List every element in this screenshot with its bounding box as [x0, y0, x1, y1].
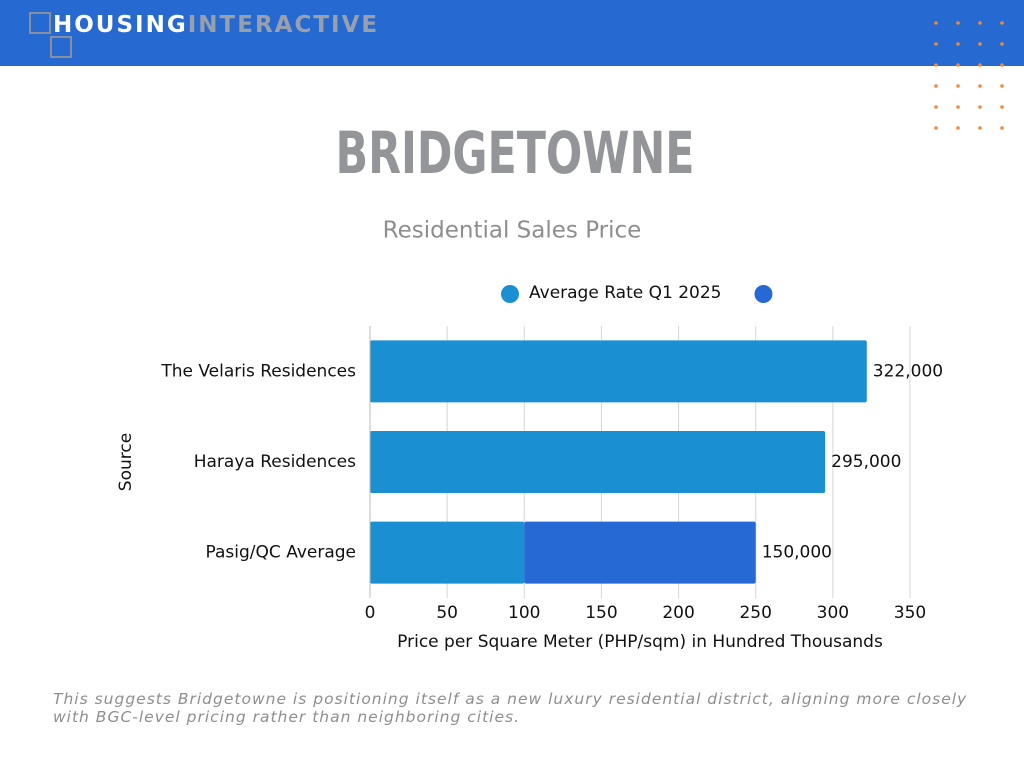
x-tick-label: 250: [739, 603, 771, 623]
decor-dot: [978, 126, 982, 130]
decor-dot: [1000, 21, 1004, 25]
decor-dot: [956, 126, 960, 130]
legend-marker: [754, 285, 773, 303]
bar: [370, 521, 525, 584]
x-axis-label: Price per Square Meter (PHP/sqm) in Hund…: [397, 632, 883, 652]
decor-dot: [934, 63, 938, 67]
logo-square: [50, 36, 72, 58]
decor-dot: [978, 105, 982, 109]
y-tick-label: The Velaris Residences: [160, 361, 356, 381]
brand: HOUSINGINTERACTIVE: [53, 12, 379, 38]
x-tick-label: 200: [662, 603, 694, 623]
chart-title: BRIDGETOWNE: [335, 119, 694, 187]
bar: [370, 431, 826, 493]
decor-dot: [1000, 105, 1004, 109]
legend-label: Average Rate Q1 2025: [529, 283, 721, 303]
decor-dot: [956, 21, 960, 25]
header-bar: [0, 0, 1024, 66]
decor-dot: [956, 63, 960, 67]
x-tick-label: 100: [508, 603, 540, 623]
decor-dot: [1000, 42, 1004, 46]
decor-dot: [1000, 63, 1004, 67]
bar: [524, 521, 756, 584]
y-axis-label: Source: [116, 433, 136, 491]
decor-dot: [978, 42, 982, 46]
decor-dot: [1000, 126, 1004, 130]
legend-marker: [501, 285, 519, 303]
value-label: 295,000: [831, 452, 901, 472]
brand-primary: HOUSING: [53, 12, 188, 38]
y-tick-label: Pasig/QC Average: [206, 543, 356, 563]
decor-dot: [956, 105, 960, 109]
decor-dot: [934, 42, 938, 46]
brand-secondary: INTERACTIVE: [188, 12, 379, 38]
decor-dot: [978, 63, 982, 67]
decor-dot: [934, 21, 938, 25]
decor-dot: [956, 42, 960, 46]
x-tick-label: 300: [817, 603, 849, 623]
x-tick-label: 0: [365, 603, 376, 623]
footnote: This suggests Bridgetowne is positioning…: [53, 690, 968, 726]
decor-dot: [978, 21, 982, 25]
decor-dot: [934, 126, 938, 130]
decor-dot: [934, 84, 938, 88]
decor-dot: [934, 105, 938, 109]
bar: [370, 340, 867, 403]
y-tick-label: Haraya Residences: [194, 452, 356, 472]
chart-subtitle: Residential Sales Price: [383, 218, 642, 244]
x-tick-label: 150: [585, 603, 617, 623]
decor-dots: [934, 21, 1004, 130]
decor-dot: [956, 84, 960, 88]
logo-square: [29, 12, 51, 34]
value-label: 150,000: [762, 543, 832, 563]
value-label: 322,000: [873, 361, 943, 381]
x-tick-label: 50: [436, 603, 458, 623]
decor-dot: [978, 84, 982, 88]
decor-dot: [1000, 84, 1004, 88]
x-tick-label: 350: [894, 603, 926, 623]
